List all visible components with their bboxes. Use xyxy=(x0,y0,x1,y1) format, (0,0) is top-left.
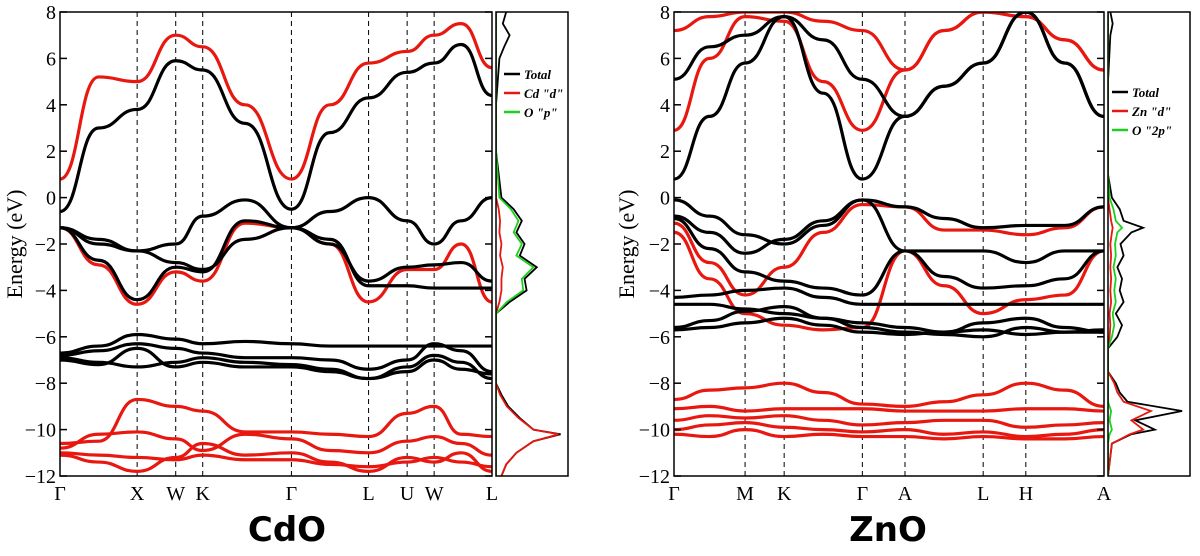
zno-y-tick-label: −4 xyxy=(649,280,670,302)
zno-y-tick-label: −2 xyxy=(649,234,670,256)
cdo-kpoint-label: U xyxy=(400,483,415,505)
cdo-y-tick-label: −8 xyxy=(35,373,56,395)
cdo-dos-metal_d xyxy=(496,12,559,476)
zno-band-total xyxy=(674,302,1104,334)
cdo-band-total xyxy=(60,42,492,214)
zno-kpoint-label: Γ xyxy=(668,483,680,505)
zno-legend-o-2p: O "2p" xyxy=(1132,123,1172,138)
zno-kpoint-label: L xyxy=(977,483,989,505)
cdo-band-metal_d xyxy=(60,430,492,457)
cdo-kpoint-label: W xyxy=(166,483,185,505)
zno-legend: Total Zn "d" O "2p" xyxy=(1112,85,1172,138)
zno-dos-plot xyxy=(1107,11,1191,477)
zno-band-total xyxy=(674,198,1104,255)
cdo-kpoint-label: Γ xyxy=(286,483,298,505)
zno-dos-metal_d xyxy=(1108,12,1154,476)
zno-y-axis-title: Energy (eV) xyxy=(614,190,639,299)
zno-caption: ZnO xyxy=(849,510,927,550)
cdo-kpoint-label: L xyxy=(486,483,498,505)
cdo-caption: CdO xyxy=(248,510,326,550)
zno-band-metal_d xyxy=(674,230,1104,332)
cdo-band-metal_d xyxy=(60,441,492,473)
zno-y-tick-label: 6 xyxy=(660,48,670,70)
cdo-kpoint-label: X xyxy=(130,483,145,505)
cdo-dos-plot xyxy=(495,11,569,477)
cdo-legend-total: Total xyxy=(524,67,551,82)
zno-y-tick-label: −6 xyxy=(649,327,670,349)
zno-band-total xyxy=(674,12,1104,119)
cdo-dos-oxygen_p xyxy=(496,12,535,476)
cdo-y-tick-label: 2 xyxy=(46,141,56,163)
zno-kpoint-label: H xyxy=(1019,483,1033,505)
zno-band-metal_d xyxy=(674,427,1104,441)
zno-band-plot: −12 −10 −8 −6 −4 −2 0 2 4 6 8 Γ M K Γ A L H A xyxy=(639,2,1112,505)
zno-band-metal_d xyxy=(674,421,1104,439)
cdo-legend-cd-d: Cd "d" xyxy=(524,86,563,101)
zno-y-tick-label: −8 xyxy=(649,373,670,395)
zno-band-metal_d xyxy=(674,381,1104,409)
zno-kpoint-label: A xyxy=(1097,483,1112,505)
zno-dos-oxygen_p xyxy=(1108,12,1124,476)
zno-band-total xyxy=(674,216,1104,297)
zno-kpoint-label: K xyxy=(777,483,792,505)
zno-legend-total: Total xyxy=(1132,85,1159,100)
cdo-band-total xyxy=(60,346,492,381)
zno-y-tick-label: 8 xyxy=(660,2,670,24)
cdo-kpoint-label: W xyxy=(425,483,444,505)
cdo-band-total xyxy=(60,342,492,374)
cdo-band-metal_d xyxy=(60,397,492,446)
zno-kpoint-label: M xyxy=(736,483,754,505)
zno-band-metal_d xyxy=(674,12,1104,132)
cdo-y-tick-label: 8 xyxy=(46,2,56,24)
cdo-kpoint-label: L xyxy=(362,483,374,505)
zno-band-total xyxy=(674,305,1104,339)
cdo-y-axis-title: Energy (eV) xyxy=(2,190,27,299)
cdo-y-tick-label: −2 xyxy=(35,234,56,256)
cdo-y-tick-label: 6 xyxy=(46,48,56,70)
cdo-kpoint-label: K xyxy=(195,483,210,505)
zno-y-tick-label: 0 xyxy=(660,188,670,210)
cdo-band-total xyxy=(60,195,492,253)
cdo-y-tick-label: −4 xyxy=(35,280,56,302)
zno-kpoint-label: Γ xyxy=(857,483,869,505)
cdo-legend-o-p: O "p" xyxy=(524,105,558,120)
zno-band-total xyxy=(674,286,1104,306)
zno-y-tick-label: −12 xyxy=(639,466,670,488)
cdo-band-total xyxy=(60,332,492,355)
cdo-y-tick-label: 4 xyxy=(46,95,56,117)
cdo-band-total xyxy=(60,353,492,381)
zno-y-tick-label: −10 xyxy=(639,420,670,442)
cdo-y-tick-label: −12 xyxy=(25,466,56,488)
cdo-y-tick-label: −6 xyxy=(35,327,56,349)
cdo-band-total xyxy=(60,219,492,302)
zno-legend-zn-d: Zn "d" xyxy=(1131,104,1171,119)
cdo-dos-frame xyxy=(495,11,569,477)
cdo-band-total xyxy=(60,226,492,283)
zno-band-metal_d xyxy=(674,414,1104,429)
zno-y-tick-label: 4 xyxy=(660,95,670,117)
zno-band-metal_d xyxy=(674,404,1104,413)
cdo-y-tick-label: 0 xyxy=(46,188,56,210)
zno-kpoint-label: A xyxy=(898,483,913,505)
cdo-band-metal_d xyxy=(60,21,492,181)
zno-band-total xyxy=(674,198,1104,265)
zno-dos-total xyxy=(1108,12,1183,476)
zno-band-metal_d xyxy=(674,202,1104,297)
cdo-legend: Total Cd "d" O "p" xyxy=(504,67,563,120)
zno-band-total xyxy=(674,316,1104,337)
zno-y-tick-label: 2 xyxy=(660,141,670,163)
cdo-y-tick-label: −10 xyxy=(25,420,56,442)
cdo-kpoint-label: Γ xyxy=(54,483,66,505)
zno-dos-frame xyxy=(1107,11,1191,477)
cdo-band-metal_d xyxy=(60,451,492,469)
